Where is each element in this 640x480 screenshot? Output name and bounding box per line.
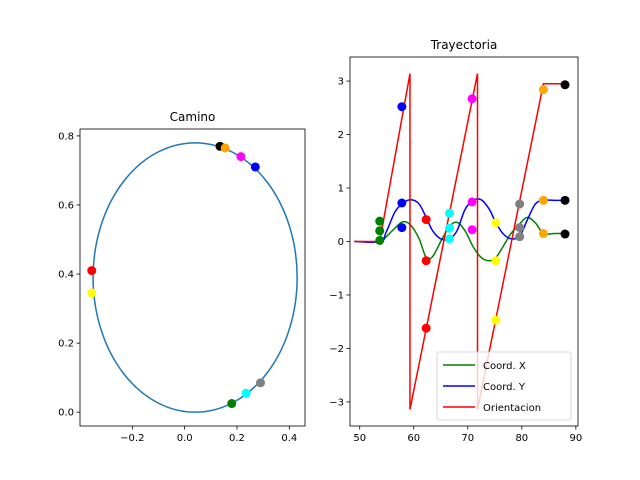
- chart-camino: Camino −0.2 0.0 0.2 0.4 0.0 0.2 0.4 0.6 0.8: [58, 110, 306, 444]
- y-tick-label: −1: [329, 290, 344, 301]
- x-tick-label: 0.0: [177, 433, 193, 444]
- y-tick-label: 0.0: [58, 408, 74, 419]
- camino-path-circle: [92, 141, 298, 414]
- camino-marker: [236, 152, 246, 162]
- x-tick-label: 0.4: [281, 433, 297, 444]
- y-tick-label: 0.6: [58, 200, 74, 211]
- trayectoria-marker: [491, 315, 501, 325]
- chart-camino-title: Camino: [170, 110, 216, 124]
- trayectoria-marker: [467, 197, 477, 207]
- trayectoria-marker: [421, 215, 431, 225]
- trayectoria-marker: [467, 225, 477, 235]
- chart-trayectoria-x-axis: 50 60 70 80 90: [353, 426, 582, 444]
- chart-camino-plot: [87, 141, 298, 414]
- camino-marker: [250, 162, 260, 172]
- camino-marker: [256, 378, 266, 388]
- chart-trayectoria-title: Trayectoria: [430, 38, 498, 52]
- trayectoria-marker: [491, 256, 501, 266]
- y-tick-label: −3: [329, 397, 344, 408]
- trayectoria-marker: [444, 223, 454, 233]
- trayectoria-marker: [515, 199, 525, 209]
- series-line-coord-x: [354, 216, 566, 262]
- chart-trayectoria: Trayectoria 50 60 70 80 90 −3 −2 −1 0 1 2 3 Coord.…: [329, 38, 582, 444]
- trayectoria-marker: [491, 218, 501, 228]
- x-tick-label: 50: [353, 433, 366, 444]
- trayectoria-marker: [515, 232, 525, 242]
- trayectoria-marker: [515, 223, 525, 233]
- y-tick-label: 3: [338, 77, 344, 88]
- chart-camino-x-axis: −0.2 0.0 0.2 0.4: [120, 426, 297, 444]
- chart-camino-y-axis: 0.0 0.2 0.4 0.6 0.8: [58, 131, 80, 419]
- camino-marker: [87, 288, 97, 298]
- trayectoria-marker: [375, 226, 385, 236]
- y-tick-label: −2: [329, 344, 344, 355]
- chart-trayectoria-plot: [354, 73, 570, 410]
- legend-label-coord-x: Coord. X: [483, 361, 526, 372]
- trayectoria-markers: [375, 80, 570, 333]
- trayectoria-marker: [560, 80, 570, 90]
- trayectoria-marker: [421, 323, 431, 333]
- chart-camino-frame: [79, 128, 306, 427]
- x-tick-label: 70: [461, 433, 474, 444]
- legend-label-orientacion: Orientacion: [483, 403, 541, 414]
- legend-box: [436, 351, 572, 421]
- camino-marker: [241, 388, 251, 398]
- camino-marker: [87, 266, 97, 276]
- trayectoria-marker: [421, 256, 431, 266]
- trayectoria-marker: [397, 198, 407, 208]
- trayectoria-marker: [538, 228, 548, 238]
- camino-markers: [87, 141, 266, 409]
- x-tick-label: 80: [515, 433, 528, 444]
- y-tick-label: 1: [338, 184, 344, 195]
- y-tick-label: 2: [338, 130, 344, 141]
- trayectoria-marker: [375, 235, 385, 245]
- trayectoria-marker: [538, 195, 548, 205]
- x-tick-label: 0.2: [229, 433, 245, 444]
- y-tick-label: 0.2: [58, 339, 74, 350]
- trayectoria-marker: [444, 208, 454, 218]
- x-tick-label: 90: [569, 433, 582, 444]
- trayectoria-marker: [538, 85, 548, 95]
- camino-marker: [220, 143, 230, 153]
- x-tick-label: 60: [407, 433, 420, 444]
- camino-marker: [227, 399, 237, 409]
- y-tick-label: 0: [338, 237, 344, 248]
- series-line-orientacion: [354, 73, 566, 410]
- trayectoria-marker: [560, 195, 570, 205]
- trayectoria-marker: [397, 223, 407, 233]
- y-tick-label: 0.4: [58, 270, 74, 281]
- y-tick-label: 0.8: [58, 131, 74, 142]
- trayectoria-marker: [397, 102, 407, 112]
- chart-trayectoria-legend: Coord. X Coord. Y Orientacion: [436, 351, 572, 421]
- legend-label-coord-y: Coord. Y: [483, 382, 526, 393]
- trayectoria-marker: [375, 216, 385, 226]
- trayectoria-marker: [444, 234, 454, 244]
- trayectoria-marker: [560, 229, 570, 239]
- x-tick-label: −0.2: [120, 433, 144, 444]
- trayectoria-marker: [467, 94, 477, 104]
- chart-trayectoria-y-axis: −3 −2 −1 0 1 2 3: [329, 77, 350, 408]
